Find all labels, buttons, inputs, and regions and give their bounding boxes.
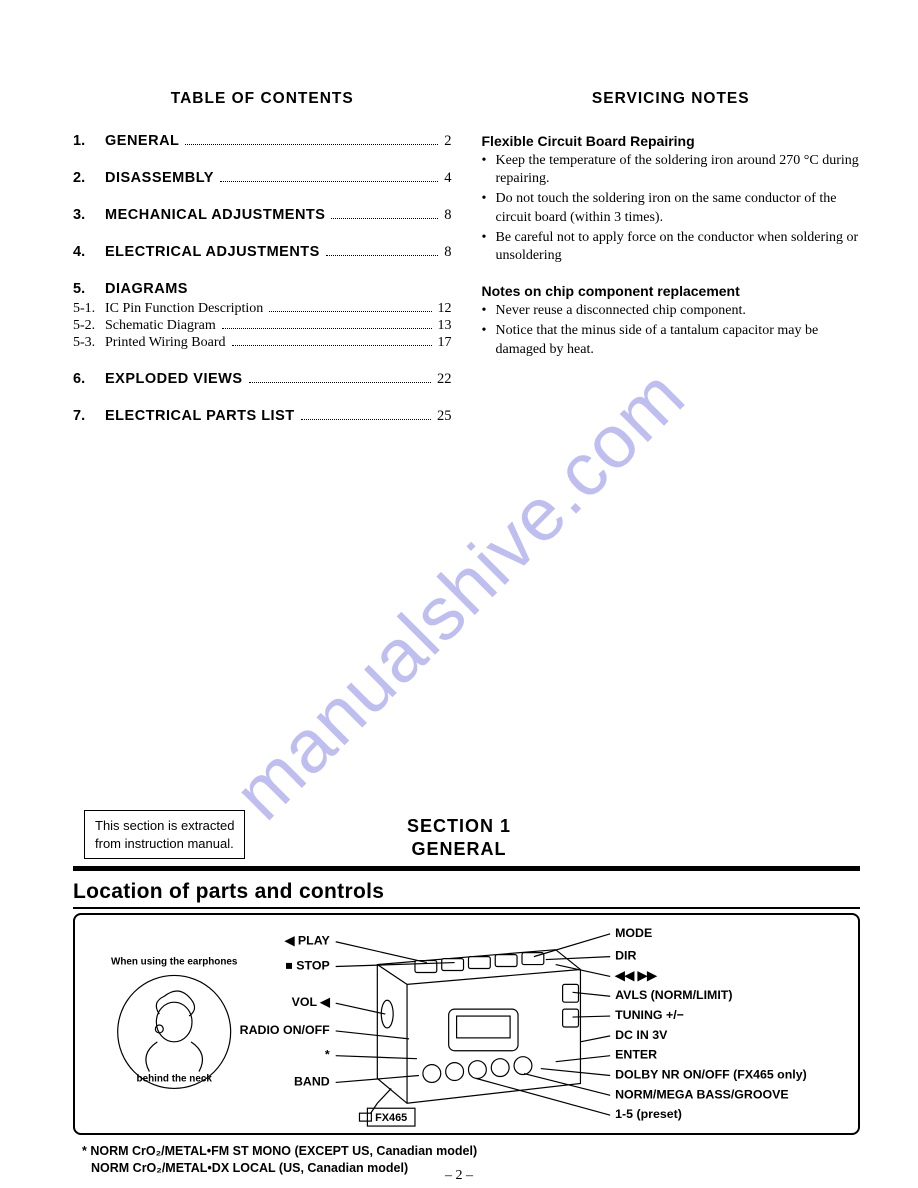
callout-dcin: DC IN 3V bbox=[615, 1028, 668, 1042]
toc-num: 5. bbox=[73, 281, 105, 297]
location-heading: Location of parts and controls bbox=[73, 880, 384, 904]
toc-num: 7. bbox=[73, 408, 105, 424]
leader-dots bbox=[331, 218, 438, 219]
callout-star: * bbox=[325, 1048, 330, 1062]
toc-row: 2. DISASSEMBLY 4 bbox=[73, 170, 452, 187]
toc-heading: TABLE OF CONTENTS bbox=[73, 90, 452, 108]
toc-num: 4. bbox=[73, 244, 105, 260]
earphones-sub: behind the neck bbox=[137, 1073, 213, 1084]
leader-dots bbox=[249, 382, 431, 383]
location-underline bbox=[73, 907, 860, 909]
toc-subnum: 5-1. bbox=[73, 301, 105, 317]
toc-sublabel: Schematic Diagram bbox=[105, 318, 216, 334]
toc-page: 12 bbox=[438, 301, 452, 317]
note-item: Keep the temperature of the soldering ir… bbox=[496, 152, 861, 188]
leader-dots bbox=[326, 255, 438, 256]
note-group-a-list: Keep the temperature of the soldering ir… bbox=[482, 152, 861, 265]
toc-label: ELECTRICAL ADJUSTMENTS bbox=[105, 244, 320, 260]
toc-num: 3. bbox=[73, 207, 105, 223]
footnote-line: * NORM CrO₂/METAL•FM ST MONO (EXCEPT US,… bbox=[82, 1143, 477, 1160]
callout-dir: DIR bbox=[615, 949, 636, 963]
callout-radio: RADIO ON/OFF bbox=[240, 1023, 330, 1037]
parts-diagram: When using the earphones behind the neck bbox=[73, 913, 860, 1135]
callout-stop: ■ STOP bbox=[285, 959, 329, 973]
note-group-b-list: Never reuse a disconnected chip componen… bbox=[482, 302, 861, 359]
section-line: SECTION 1 bbox=[0, 815, 918, 838]
toc-subnum: 5-2. bbox=[73, 318, 105, 334]
callout-dolby: DOLBY NR ON/OFF (FX465 only) bbox=[615, 1068, 807, 1082]
toc-row: 4. ELECTRICAL ADJUSTMENTS 8 bbox=[73, 244, 452, 261]
toc-label: DISASSEMBLY bbox=[105, 170, 214, 186]
callout-play: ◀ PLAY bbox=[284, 934, 331, 948]
leader-dots bbox=[232, 345, 432, 346]
toc-sublabel: IC Pin Function Description bbox=[105, 301, 263, 317]
note-item: Never reuse a disconnected chip componen… bbox=[496, 302, 861, 320]
toc-num: 2. bbox=[73, 170, 105, 186]
callout-band: BAND bbox=[294, 1074, 330, 1088]
toc-page: 22 bbox=[437, 371, 452, 388]
callout-vol: VOL ◀ bbox=[292, 995, 331, 1009]
callout-mode: MODE bbox=[615, 926, 652, 940]
toc-subrow: 5-1. IC Pin Function Description 12 bbox=[73, 301, 452, 317]
callout-avls: AVLS (NORM/LIMIT) bbox=[615, 988, 732, 1002]
toc-label: MECHANICAL ADJUSTMENTS bbox=[105, 207, 325, 223]
toc-label: DIAGRAMS bbox=[105, 281, 188, 297]
note-item: Do not touch the soldering iron on the s… bbox=[496, 190, 861, 226]
page-number: – 2 – bbox=[0, 1168, 918, 1184]
notes-heading: SERVICING NOTES bbox=[482, 90, 861, 108]
toc-page: 8 bbox=[444, 207, 451, 224]
toc-page: 4 bbox=[444, 170, 451, 187]
notes-column: SERVICING NOTES Flexible Circuit Board R… bbox=[482, 90, 861, 445]
toc-page: 17 bbox=[438, 335, 452, 351]
toc-subnum: 5-3. bbox=[73, 335, 105, 351]
section-line: GENERAL bbox=[0, 838, 918, 861]
model-label: FX465 bbox=[375, 1112, 407, 1124]
toc-row: 3. MECHANICAL ADJUSTMENTS 8 bbox=[73, 207, 452, 224]
note-item: Be careful not to apply force on the con… bbox=[496, 229, 861, 265]
toc-sublabel: Printed Wiring Board bbox=[105, 335, 226, 351]
toc-label: GENERAL bbox=[105, 133, 179, 149]
toc-num: 1. bbox=[73, 133, 105, 149]
toc-subrow: 5-3. Printed Wiring Board 17 bbox=[73, 335, 452, 351]
toc-row: 5. DIAGRAMS bbox=[73, 281, 452, 297]
leader-dots bbox=[185, 144, 438, 145]
callout-enter: ENTER bbox=[615, 1048, 657, 1062]
toc-row: 6. EXPLODED VIEWS 22 bbox=[73, 371, 452, 388]
leader-dots bbox=[269, 311, 431, 312]
toc-page: 8 bbox=[444, 244, 451, 261]
note-group-a-title: Flexible Circuit Board Repairing bbox=[482, 133, 861, 149]
toc-row: 1. GENERAL 2 bbox=[73, 133, 452, 150]
section-title: SECTION 1 GENERAL bbox=[0, 815, 918, 862]
toc-label: EXPLODED VIEWS bbox=[105, 371, 243, 387]
leader-dots bbox=[222, 328, 432, 329]
callout-bass: NORM/MEGA BASS/GROOVE bbox=[615, 1087, 789, 1101]
toc-num: 6. bbox=[73, 371, 105, 387]
toc-page: 13 bbox=[438, 318, 452, 334]
toc-label: ELECTRICAL PARTS LIST bbox=[105, 408, 295, 424]
toc-subrow: 5-2. Schematic Diagram 13 bbox=[73, 318, 452, 334]
leader-dots bbox=[301, 419, 431, 420]
callout-ffrew: ◀◀ ▶▶ bbox=[614, 968, 657, 982]
toc-row: 7. ELECTRICAL PARTS LIST 25 bbox=[73, 408, 452, 425]
callout-preset: 1-5 (preset) bbox=[615, 1107, 682, 1121]
toc-page: 25 bbox=[437, 408, 452, 425]
thick-rule bbox=[73, 866, 860, 871]
toc-page: 2 bbox=[444, 133, 451, 150]
callout-tuning: TUNING +/− bbox=[615, 1008, 684, 1022]
note-item: Notice that the minus side of a tantalum… bbox=[496, 322, 861, 358]
note-group-b-title: Notes on chip component replacement bbox=[482, 283, 861, 299]
leader-dots bbox=[220, 181, 438, 182]
earphones-caption: When using the earphones bbox=[111, 957, 238, 968]
toc-column: TABLE OF CONTENTS 1. GENERAL 2 2. DISASS… bbox=[73, 90, 452, 445]
